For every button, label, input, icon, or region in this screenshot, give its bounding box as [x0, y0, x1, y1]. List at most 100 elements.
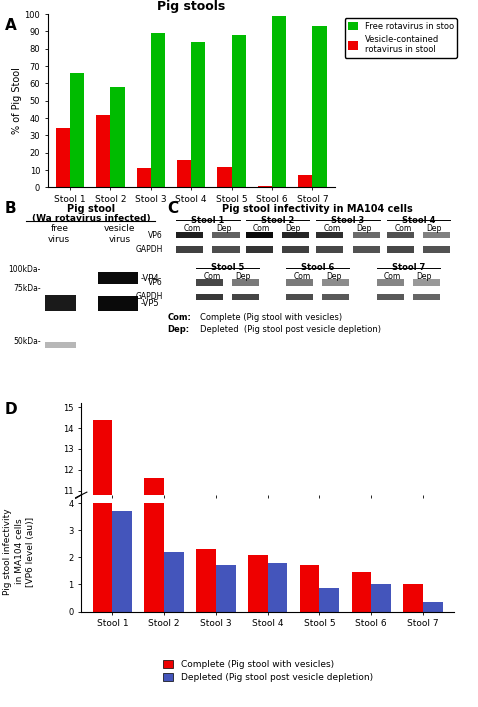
Text: Com: Com	[293, 272, 311, 281]
Bar	[352, 232, 380, 238]
Bar	[112, 511, 132, 612]
Bar	[137, 168, 151, 187]
Text: B: B	[5, 201, 16, 216]
Text: -VP5: -VP5	[141, 298, 160, 308]
Text: Com:: Com:	[167, 312, 191, 322]
Bar	[191, 42, 206, 187]
Text: Com: Com	[253, 224, 270, 233]
Text: Stool 5: Stool 5	[211, 263, 244, 272]
Bar	[70, 73, 84, 187]
Bar	[110, 87, 125, 187]
Text: 50kDa-: 50kDa-	[13, 337, 41, 346]
Bar	[98, 272, 138, 284]
Text: Stool 6: Stool 6	[301, 263, 335, 272]
Text: Stool 1: Stool 1	[191, 216, 225, 225]
Bar	[322, 293, 349, 300]
Bar	[216, 566, 236, 612]
Text: Dep: Dep	[416, 272, 432, 281]
Bar	[377, 293, 404, 300]
Text: (Wa rotavirus infected): (Wa rotavirus infected)	[32, 214, 150, 223]
Bar	[246, 232, 272, 238]
Bar	[298, 175, 313, 187]
Bar	[258, 186, 272, 187]
Bar	[286, 279, 314, 286]
Text: Depleted  (Pig stool post vesicle depletion): Depleted (Pig stool post vesicle depleti…	[200, 325, 381, 334]
Bar	[322, 279, 349, 286]
Text: free
virus: free virus	[48, 224, 70, 244]
Bar	[423, 602, 443, 612]
Bar	[96, 115, 110, 187]
Bar	[352, 246, 380, 252]
Text: GAPDH: GAPDH	[135, 245, 163, 254]
Text: VP6: VP6	[148, 279, 163, 287]
Bar	[272, 16, 286, 187]
Bar	[316, 232, 344, 238]
Legend: Complete (Pig stool with vesicles), Depleted (Pig stool post vesicle depletion): Complete (Pig stool with vesicles), Depl…	[160, 657, 376, 685]
Text: Pig stool: Pig stool	[67, 204, 115, 214]
Bar	[403, 585, 423, 612]
Bar	[196, 293, 223, 300]
Text: Com: Com	[324, 224, 341, 233]
Bar	[319, 588, 339, 612]
Bar	[313, 26, 326, 187]
Bar	[177, 160, 191, 187]
Text: Com: Com	[384, 272, 401, 281]
Bar	[286, 293, 314, 300]
Title: Pig stools: Pig stools	[157, 0, 225, 13]
Bar	[377, 279, 404, 286]
Bar	[144, 503, 164, 612]
Text: Com: Com	[394, 224, 412, 233]
Bar	[217, 167, 232, 187]
Bar	[413, 293, 440, 300]
Text: Dep: Dep	[427, 224, 442, 233]
Text: vesicle
virus: vesicle virus	[104, 224, 135, 244]
Bar	[232, 35, 246, 187]
Text: Stool 2: Stool 2	[261, 216, 294, 225]
Text: C: C	[167, 201, 178, 216]
Bar	[371, 585, 391, 612]
Bar	[98, 296, 138, 311]
Text: GAPDH: GAPDH	[135, 293, 163, 301]
Text: Stool 3: Stool 3	[331, 216, 365, 225]
Bar	[246, 246, 272, 252]
Text: Pig stool infectivity
in MA104 cells
[VP6 level (au)]: Pig stool infectivity in MA104 cells [VP…	[3, 508, 35, 595]
Text: Complete (Pig stool with vesicles): Complete (Pig stool with vesicles)	[200, 312, 343, 322]
Bar	[196, 279, 223, 286]
Bar	[424, 232, 450, 238]
Bar	[351, 572, 371, 612]
Bar	[212, 232, 239, 238]
Text: Com: Com	[203, 272, 220, 281]
Bar	[268, 563, 287, 612]
Bar	[144, 478, 164, 707]
Bar	[300, 566, 319, 612]
Bar	[93, 420, 112, 707]
Text: Dep: Dep	[236, 272, 251, 281]
Text: Stool 4: Stool 4	[402, 216, 435, 225]
Text: Stool 7: Stool 7	[391, 263, 425, 272]
Bar	[151, 33, 165, 187]
Bar	[248, 554, 268, 612]
Bar	[424, 246, 450, 252]
Bar	[196, 549, 216, 612]
Text: Dep:: Dep:	[167, 325, 189, 334]
Bar	[387, 232, 414, 238]
Bar	[282, 232, 309, 238]
Y-axis label: % of Pig Stool: % of Pig Stool	[11, 67, 22, 134]
Text: 100kDa-: 100kDa-	[8, 265, 41, 274]
Bar	[232, 279, 259, 286]
Text: Dep: Dep	[285, 224, 301, 233]
Bar	[387, 246, 414, 252]
Text: Dep: Dep	[326, 272, 341, 281]
Bar	[93, 503, 112, 612]
Bar	[45, 295, 76, 311]
Legend: Free rotavirus in stoo, Vesicle-contained
rotavirus in stool: Free rotavirus in stoo, Vesicle-containe…	[345, 18, 457, 58]
Bar	[282, 246, 309, 252]
Bar	[413, 279, 440, 286]
Bar	[232, 293, 259, 300]
Text: 75kDa-: 75kDa-	[13, 284, 41, 293]
Bar	[45, 342, 76, 348]
Text: Dep: Dep	[356, 224, 371, 233]
Bar	[56, 129, 70, 187]
Bar	[316, 246, 344, 252]
Text: Pig stool infectivity in MA104 cells: Pig stool infectivity in MA104 cells	[222, 204, 413, 214]
